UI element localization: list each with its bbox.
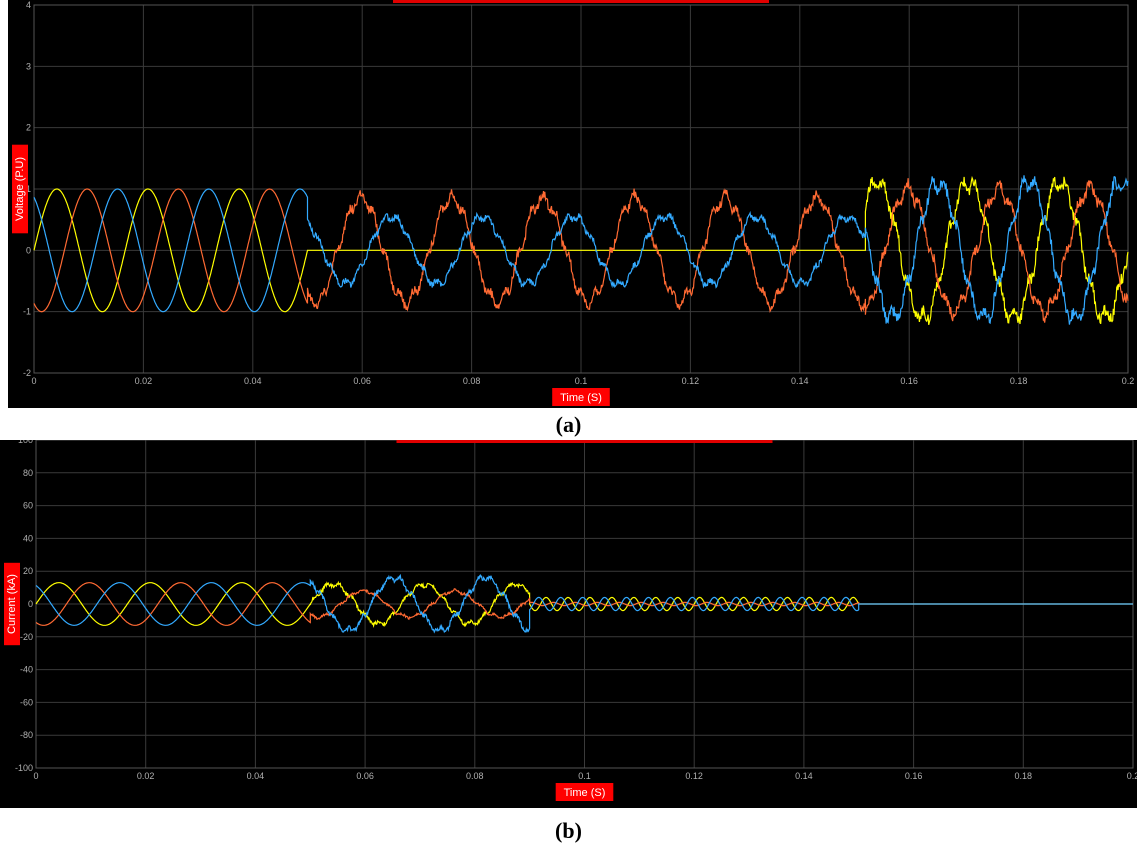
y-tick-label: 20	[23, 566, 33, 576]
y-tick-label: 3	[26, 61, 31, 71]
y-axis-label-bg	[4, 562, 20, 646]
series-line-3	[33, 175, 1129, 325]
y-axis-label: Current (kA)	[4, 562, 20, 646]
x-tick-label: 0.12	[682, 376, 700, 386]
x-tick-label: 0	[33, 771, 38, 781]
x-tick-label: 0.02	[137, 771, 155, 781]
x-tick-label: 0.1	[578, 771, 591, 781]
x-tick-label: 0.08	[463, 376, 481, 386]
series-line-2	[33, 178, 1129, 323]
x-tick-label: 0	[31, 376, 36, 386]
title-bar	[396, 440, 773, 443]
y-tick-label: 0	[26, 245, 31, 255]
y-tick-label: 40	[23, 533, 33, 543]
x-tick-label: 0.18	[1010, 376, 1028, 386]
current-plot-panel: 0 0.02 0.04 0.06 0.08 0.1 0.12 0.14 0.16 0.18 0.2 -…	[0, 440, 1137, 808]
x-tick-label: 0.04	[244, 376, 262, 386]
plot-frame	[33, 4, 1129, 374]
y-tick-label: -100	[15, 763, 33, 773]
caption-b: (b)	[555, 818, 582, 843]
x-tick-label: 0.18	[1015, 771, 1033, 781]
x-tick-label: 0.14	[791, 376, 809, 386]
x-tick-label: 0.04	[247, 771, 265, 781]
voltage-plot-panel: 0 0.02 0.04 0.06 0.08 0.1 0.12 0.14 0.16 0.18 0.2 -…	[8, 0, 1137, 408]
y-tick-label: -80	[20, 730, 33, 740]
x-tick-label: 0.06	[356, 771, 374, 781]
y-tick-label: -20	[20, 632, 33, 642]
y-tick-label: -2	[23, 368, 31, 378]
y-axis-label-text: Voltage (P.U)	[14, 157, 26, 221]
x-axis-label-text: Time (S)	[560, 392, 602, 404]
x-axis-label: Time (S)	[552, 388, 610, 406]
x-tick-label: 0.16	[905, 771, 923, 781]
y-tick-label: 2	[26, 123, 31, 133]
y-tick-label: 0	[28, 599, 33, 609]
x-axis-label: Time (S)	[555, 783, 614, 801]
y-tick-label: -60	[20, 697, 33, 707]
x-tick-label: 0.02	[135, 376, 153, 386]
y-axis-label-text: Current (kA)	[6, 574, 18, 634]
voltage-plot: 0 0.02 0.04 0.06 0.08 0.1 0.12 0.14 0.16 0.18 0.2 -…	[12, 0, 1135, 406]
x-tick-label: 0.1	[575, 376, 588, 386]
y-tick-label: -40	[20, 665, 33, 675]
series-line-1	[33, 175, 1129, 325]
x-tick-label: 0.2	[1122, 376, 1135, 386]
y-axis-label: Voltage (P.U)	[12, 144, 28, 234]
x-tick-label: 0.2	[1127, 771, 1137, 781]
current-plot: 0 0.02 0.04 0.06 0.08 0.1 0.12 0.14 0.16 0.18 0.2 -…	[4, 440, 1137, 801]
x-tick-label: 0.16	[900, 376, 918, 386]
y-tick-label: -1	[23, 307, 31, 317]
y-tick-label: 1	[26, 184, 31, 194]
series-line-3	[35, 573, 1133, 634]
y-tick-label: 60	[23, 501, 33, 511]
x-tick-label: 0.06	[353, 376, 371, 386]
title-bar	[393, 0, 769, 3]
caption-a: (a)	[555, 412, 582, 437]
y-tick-label: 80	[23, 468, 33, 478]
y-tick-label: 4	[26, 0, 31, 10]
y-tick-label: 100	[18, 440, 33, 445]
x-tick-label: 0.12	[685, 771, 703, 781]
y-axis-label-bg	[12, 144, 28, 234]
x-axis-label-bg	[555, 783, 614, 801]
x-axis-label-text: Time (S)	[564, 787, 606, 799]
x-tick-label: 0.14	[795, 771, 813, 781]
x-axis-label-bg	[552, 388, 610, 406]
x-tick-label: 0.08	[466, 771, 484, 781]
